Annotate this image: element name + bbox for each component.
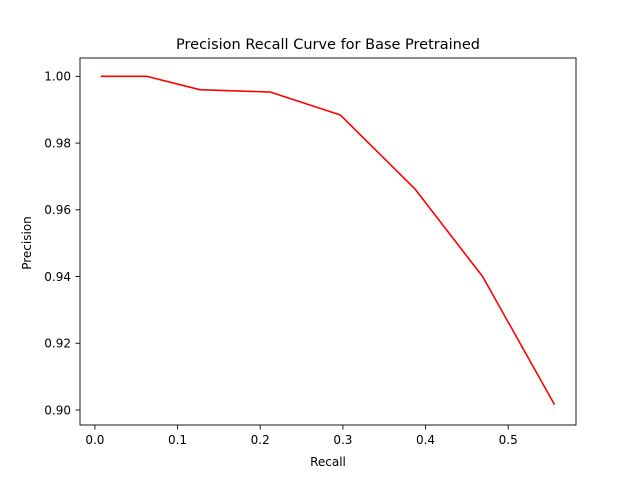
- chart-title: Precision Recall Curve for Base Pretrain…: [176, 37, 480, 53]
- y-tick-label: 0.96: [44, 203, 71, 217]
- x-tick-label: 0.5: [499, 433, 518, 447]
- plot-frame: [79, 57, 577, 426]
- plot-area: [79, 57, 577, 426]
- y-tick-label: 1.00: [44, 70, 71, 84]
- x-tick-label: 0.4: [416, 433, 435, 447]
- y-axis-ticks: 0.90 0.92 0.94 0.96 0.98 1.00: [44, 70, 80, 417]
- x-tick-label: 0.1: [168, 433, 187, 447]
- x-axis-ticks: 0.0 0.1 0.2 0.3 0.4 0.5: [85, 425, 518, 447]
- y-axis-label: Precision: [20, 216, 34, 270]
- x-tick-label: 0.0: [85, 433, 104, 447]
- y-tick-label: 0.92: [44, 337, 71, 351]
- y-tick-label: 0.94: [44, 270, 71, 284]
- x-axis-label: Recall: [310, 455, 346, 469]
- x-tick-label: 0.3: [333, 433, 352, 447]
- y-tick-label: 0.90: [44, 403, 71, 417]
- series-line-0: [100, 75, 556, 406]
- x-tick-label: 0.2: [251, 433, 270, 447]
- y-tick-label: 0.98: [44, 136, 71, 150]
